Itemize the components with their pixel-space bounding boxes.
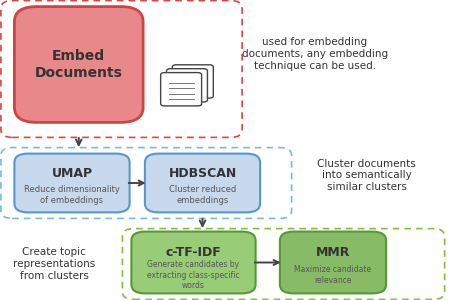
Text: Create topic
representations
from clusters: Create topic representations from cluste… — [13, 248, 95, 280]
Text: Embed
Documents: Embed Documents — [35, 50, 123, 80]
FancyBboxPatch shape — [172, 65, 213, 98]
Text: Cluster reduced
embeddings: Cluster reduced embeddings — [169, 185, 236, 205]
FancyBboxPatch shape — [280, 232, 386, 293]
Text: c-TF-IDF: c-TF-IDF — [166, 246, 221, 259]
Text: UMAP: UMAP — [51, 167, 93, 180]
FancyBboxPatch shape — [14, 154, 130, 212]
Text: Cluster documents
into semantically
similar clusters: Cluster documents into semantically simi… — [317, 159, 416, 192]
Text: MMR: MMR — [316, 246, 350, 259]
Text: HDBSCAN: HDBSCAN — [168, 167, 237, 180]
FancyBboxPatch shape — [145, 154, 260, 212]
Text: Generate candidates by
extracting class-specific
words: Generate candidates by extracting class-… — [147, 260, 240, 290]
FancyBboxPatch shape — [14, 7, 143, 122]
Text: Maximize candidate
relevance: Maximize candidate relevance — [294, 265, 372, 285]
FancyBboxPatch shape — [131, 232, 256, 293]
Text: Reduce dimensionality
of embeddings: Reduce dimensionality of embeddings — [24, 185, 120, 205]
Text: used for embedding
documents, any embedding
technique can be used.: used for embedding documents, any embedd… — [242, 38, 388, 70]
FancyBboxPatch shape — [161, 73, 202, 106]
FancyBboxPatch shape — [166, 69, 207, 102]
